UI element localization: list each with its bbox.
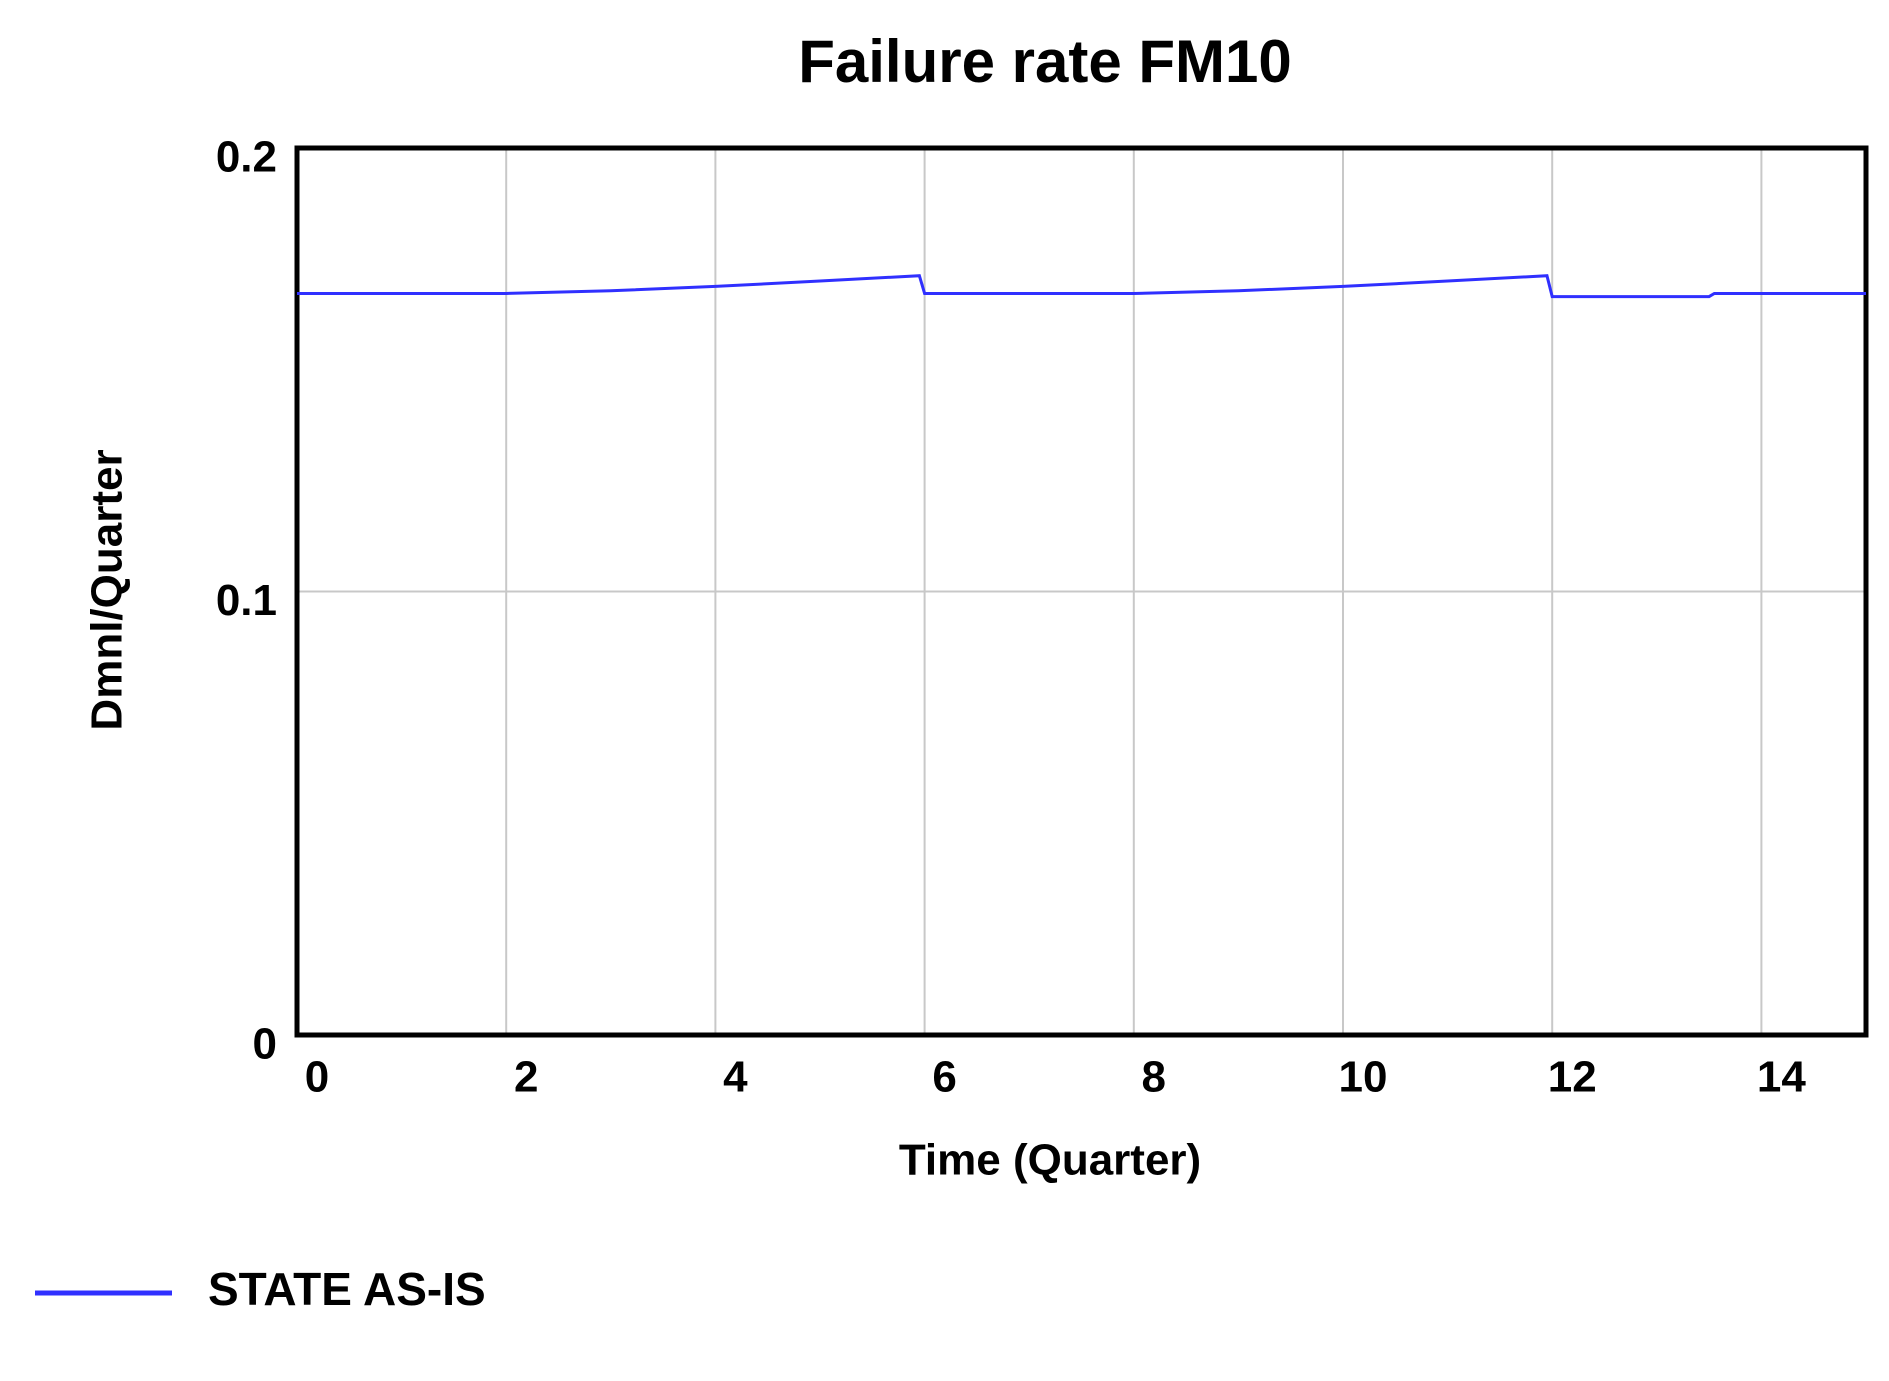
x-tick-label: 12 [1548,1053,1597,1102]
plot-frame [294,145,1869,1038]
y-axis-label: Dmnl/Quarter [83,449,132,730]
x-tick-label: 6 [932,1053,956,1102]
x-tick-label: 10 [1339,1053,1388,1102]
y-tick-label: 0.2 [216,133,277,182]
legend-label: STATE AS-IS [208,1263,486,1315]
data-line [297,274,1866,299]
y-tick-label: 0.1 [216,576,277,625]
chart-title: Failure rate FM10 [798,28,1292,95]
x-axis-label: Time (Quarter) [899,1136,1201,1185]
x-tick-label: 4 [723,1053,748,1102]
x-tick-label: 2 [514,1053,538,1102]
y-tick-label: 0 [253,1020,277,1069]
x-tick-label: 0 [305,1053,329,1102]
x-tick-label: 14 [1757,1053,1806,1102]
x-tick-label: 8 [1142,1053,1166,1102]
